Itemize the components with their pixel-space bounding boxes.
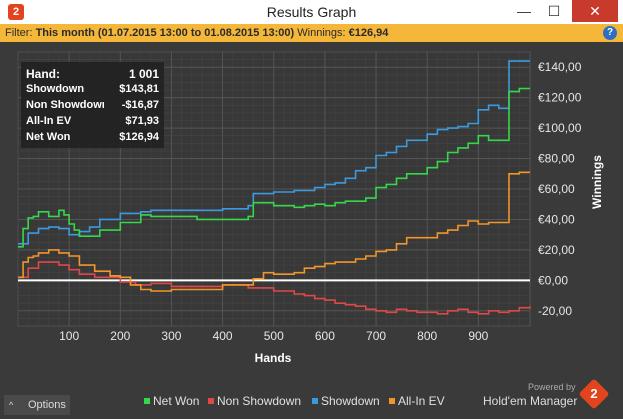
- y-axis-label: Winnings: [590, 155, 604, 209]
- non-showdown-label: Non Showdown: [26, 99, 104, 111]
- title-bar: 2 Results Graph — ☐ ✕: [0, 0, 623, 24]
- options-label: Options: [28, 399, 66, 411]
- app-icon: 2: [8, 4, 24, 20]
- x-tick-label: 600: [315, 329, 335, 343]
- y-tick-label: €100,00: [538, 121, 582, 135]
- winnings-label: Winnings:: [294, 27, 349, 39]
- stats-row-hand: Hand: 1 001: [26, 67, 159, 83]
- legend-label-non-showdown: Non Showdown: [217, 394, 302, 408]
- filter-bar: Filter: This month (01.07.2015 13:00 to …: [0, 24, 623, 42]
- stats-row-allin: All-In EV $71,93: [26, 115, 159, 131]
- y-tick-label: €0,00: [538, 273, 568, 287]
- legend-swatch-non-showdown: [208, 398, 214, 404]
- window-title: Results Graph: [266, 4, 357, 20]
- stats-row-showdown: Showdown $143,81: [26, 83, 159, 99]
- showdown-label: Showdown: [26, 83, 85, 95]
- powered-by-text: Powered by: [528, 382, 576, 392]
- bottom-bar: ^ Options Net Won Non Showdown Showdown …: [0, 378, 623, 419]
- stats-row-netwon: Net Won $126,94: [26, 131, 159, 147]
- series-line-all-in-ev: [18, 171, 530, 292]
- brand-name: Hold'em Manager: [483, 394, 578, 408]
- hand-value: 1 001: [128, 67, 159, 81]
- stats-panel: Hand: 1 001 Showdown $143,81 Non Showdow…: [21, 62, 164, 148]
- x-tick-label: 700: [366, 329, 386, 343]
- legend-label-showdown: Showdown: [321, 394, 380, 408]
- brand-logo-icon: 2: [578, 378, 610, 410]
- x-tick-label: 800: [417, 329, 437, 343]
- legend-label-allin-ev: All-In EV: [398, 394, 445, 408]
- maximize-button[interactable]: ☐: [547, 3, 561, 19]
- y-tick-label: €60,00: [538, 182, 575, 196]
- y-tick-label: €40,00: [538, 212, 575, 226]
- non-showdown-value: -$16,87: [121, 99, 159, 111]
- x-tick-label: 500: [264, 329, 284, 343]
- chevron-up-icon: ^: [9, 400, 14, 410]
- y-tick-label: €80,00: [538, 152, 575, 166]
- minimize-button[interactable]: —: [517, 3, 531, 19]
- x-tick-label: 400: [213, 329, 233, 343]
- legend-label-net-won: Net Won: [153, 394, 200, 408]
- stats-row-non-showdown: Non Showdown -$16,87: [26, 99, 159, 115]
- winnings-value: €126,94: [348, 27, 389, 39]
- hand-label: Hand:: [26, 67, 60, 81]
- x-axis-label: Hands: [255, 351, 292, 365]
- filter-range: This month (01.07.2015 13:00 to 01.08.20…: [35, 27, 295, 39]
- allin-value: $71,93: [125, 115, 159, 127]
- results-chart: 100 200 300 400 500 600 700 800 900 -20,00 €0,00 €2…: [17, 51, 604, 365]
- y-tick-label: €20,00: [538, 243, 575, 257]
- netwon-value: $126,94: [119, 131, 159, 143]
- netwon-label: Net Won: [26, 131, 71, 143]
- x-tick-label: 300: [161, 329, 181, 343]
- x-tick-label: 900: [468, 329, 488, 343]
- filter-text: Filter: This month (01.07.2015 13:00 to …: [5, 24, 388, 42]
- legend-swatch-net-won: [144, 398, 150, 404]
- y-tick-label: €140,00: [538, 60, 582, 74]
- showdown-value: $143,81: [119, 83, 159, 95]
- x-tick-label: 200: [110, 329, 130, 343]
- options-button[interactable]: ^ Options: [4, 395, 70, 415]
- allin-label: All-In EV: [26, 115, 72, 127]
- x-tick-label: 100: [59, 329, 79, 343]
- filter-prefix: Filter:: [5, 27, 36, 39]
- legend-swatch-showdown: [312, 398, 318, 404]
- brand-logo-text: 2: [590, 386, 598, 401]
- y-tick-label: -20,00: [538, 304, 572, 318]
- close-button[interactable]: ✕: [572, 0, 618, 22]
- series-line-net-won: [18, 87, 530, 248]
- y-tick-label: €120,00: [538, 91, 582, 105]
- series-line-non-showdown: [18, 261, 531, 315]
- legend-swatch-allin-ev: [389, 398, 395, 404]
- series-line-showdown: [18, 60, 530, 245]
- help-icon[interactable]: ?: [603, 26, 617, 40]
